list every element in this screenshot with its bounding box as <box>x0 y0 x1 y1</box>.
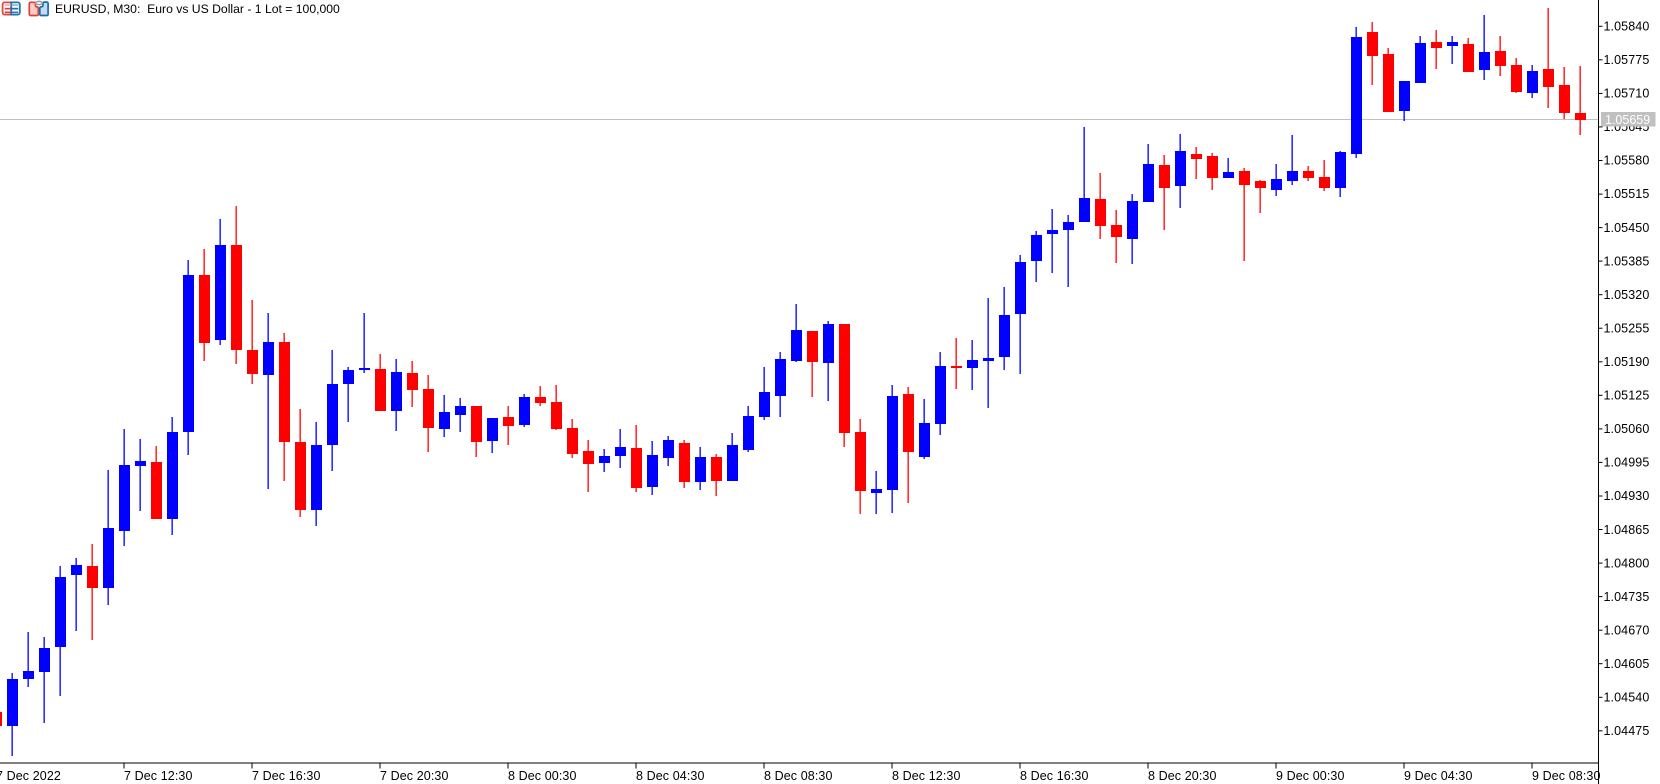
svg-text:7 Dec 2022: 7 Dec 2022 <box>0 769 61 783</box>
svg-text:8 Dec 12:30: 8 Dec 12:30 <box>892 769 961 783</box>
svg-text:1.04800: 1.04800 <box>1604 556 1650 570</box>
svg-text:1.05775: 1.05775 <box>1604 53 1650 67</box>
svg-text:7 Dec 12:30: 7 Dec 12:30 <box>124 769 193 783</box>
svg-text:1.04865: 1.04865 <box>1604 523 1650 537</box>
svg-text:1.05840: 1.05840 <box>1604 20 1650 34</box>
svg-text:9 Dec 08:30: 9 Dec 08:30 <box>1532 769 1601 783</box>
svg-text:EURUSD, M30: Euro vs US Dolla: EURUSD, M30: Euro vs US Dollar - 1 Lot =… <box>55 2 340 16</box>
svg-text:8 Dec 16:30: 8 Dec 16:30 <box>1020 769 1089 783</box>
svg-text:1.04605: 1.04605 <box>1604 657 1650 671</box>
svg-text:7 Dec 16:30: 7 Dec 16:30 <box>252 769 321 783</box>
svg-text:8 Dec 20:30: 8 Dec 20:30 <box>1148 769 1217 783</box>
svg-text:1.04670: 1.04670 <box>1604 623 1650 637</box>
svg-text:1.04930: 1.04930 <box>1604 489 1650 503</box>
svg-text:1.05190: 1.05190 <box>1604 355 1650 369</box>
svg-text:1.04475: 1.04475 <box>1604 724 1650 738</box>
svg-text:1.04735: 1.04735 <box>1604 590 1650 604</box>
svg-text:9 Dec 00:30: 9 Dec 00:30 <box>1276 769 1345 783</box>
svg-text:1.05450: 1.05450 <box>1604 221 1650 235</box>
svg-text:1.05515: 1.05515 <box>1604 187 1650 201</box>
svg-text:1.04995: 1.04995 <box>1604 456 1650 470</box>
svg-text:8 Dec 08:30: 8 Dec 08:30 <box>764 769 833 783</box>
svg-text:7 Dec 20:30: 7 Dec 20:30 <box>380 769 449 783</box>
svg-text:1.05320: 1.05320 <box>1604 288 1650 302</box>
svg-text:8 Dec 00:30: 8 Dec 00:30 <box>508 769 577 783</box>
svg-text:1.05385: 1.05385 <box>1604 254 1650 268</box>
svg-text:1.05580: 1.05580 <box>1604 154 1650 168</box>
svg-text:1.05710: 1.05710 <box>1604 87 1650 101</box>
svg-text:8 Dec 04:30: 8 Dec 04:30 <box>636 769 705 783</box>
svg-text:9 Dec 04:30: 9 Dec 04:30 <box>1404 769 1473 783</box>
svg-text:1.05659: 1.05659 <box>1605 113 1650 127</box>
svg-text:1.05255: 1.05255 <box>1604 321 1650 335</box>
svg-text:1.04540: 1.04540 <box>1604 691 1650 705</box>
svg-text:1.05060: 1.05060 <box>1604 422 1650 436</box>
svg-text:1.05125: 1.05125 <box>1604 389 1650 403</box>
